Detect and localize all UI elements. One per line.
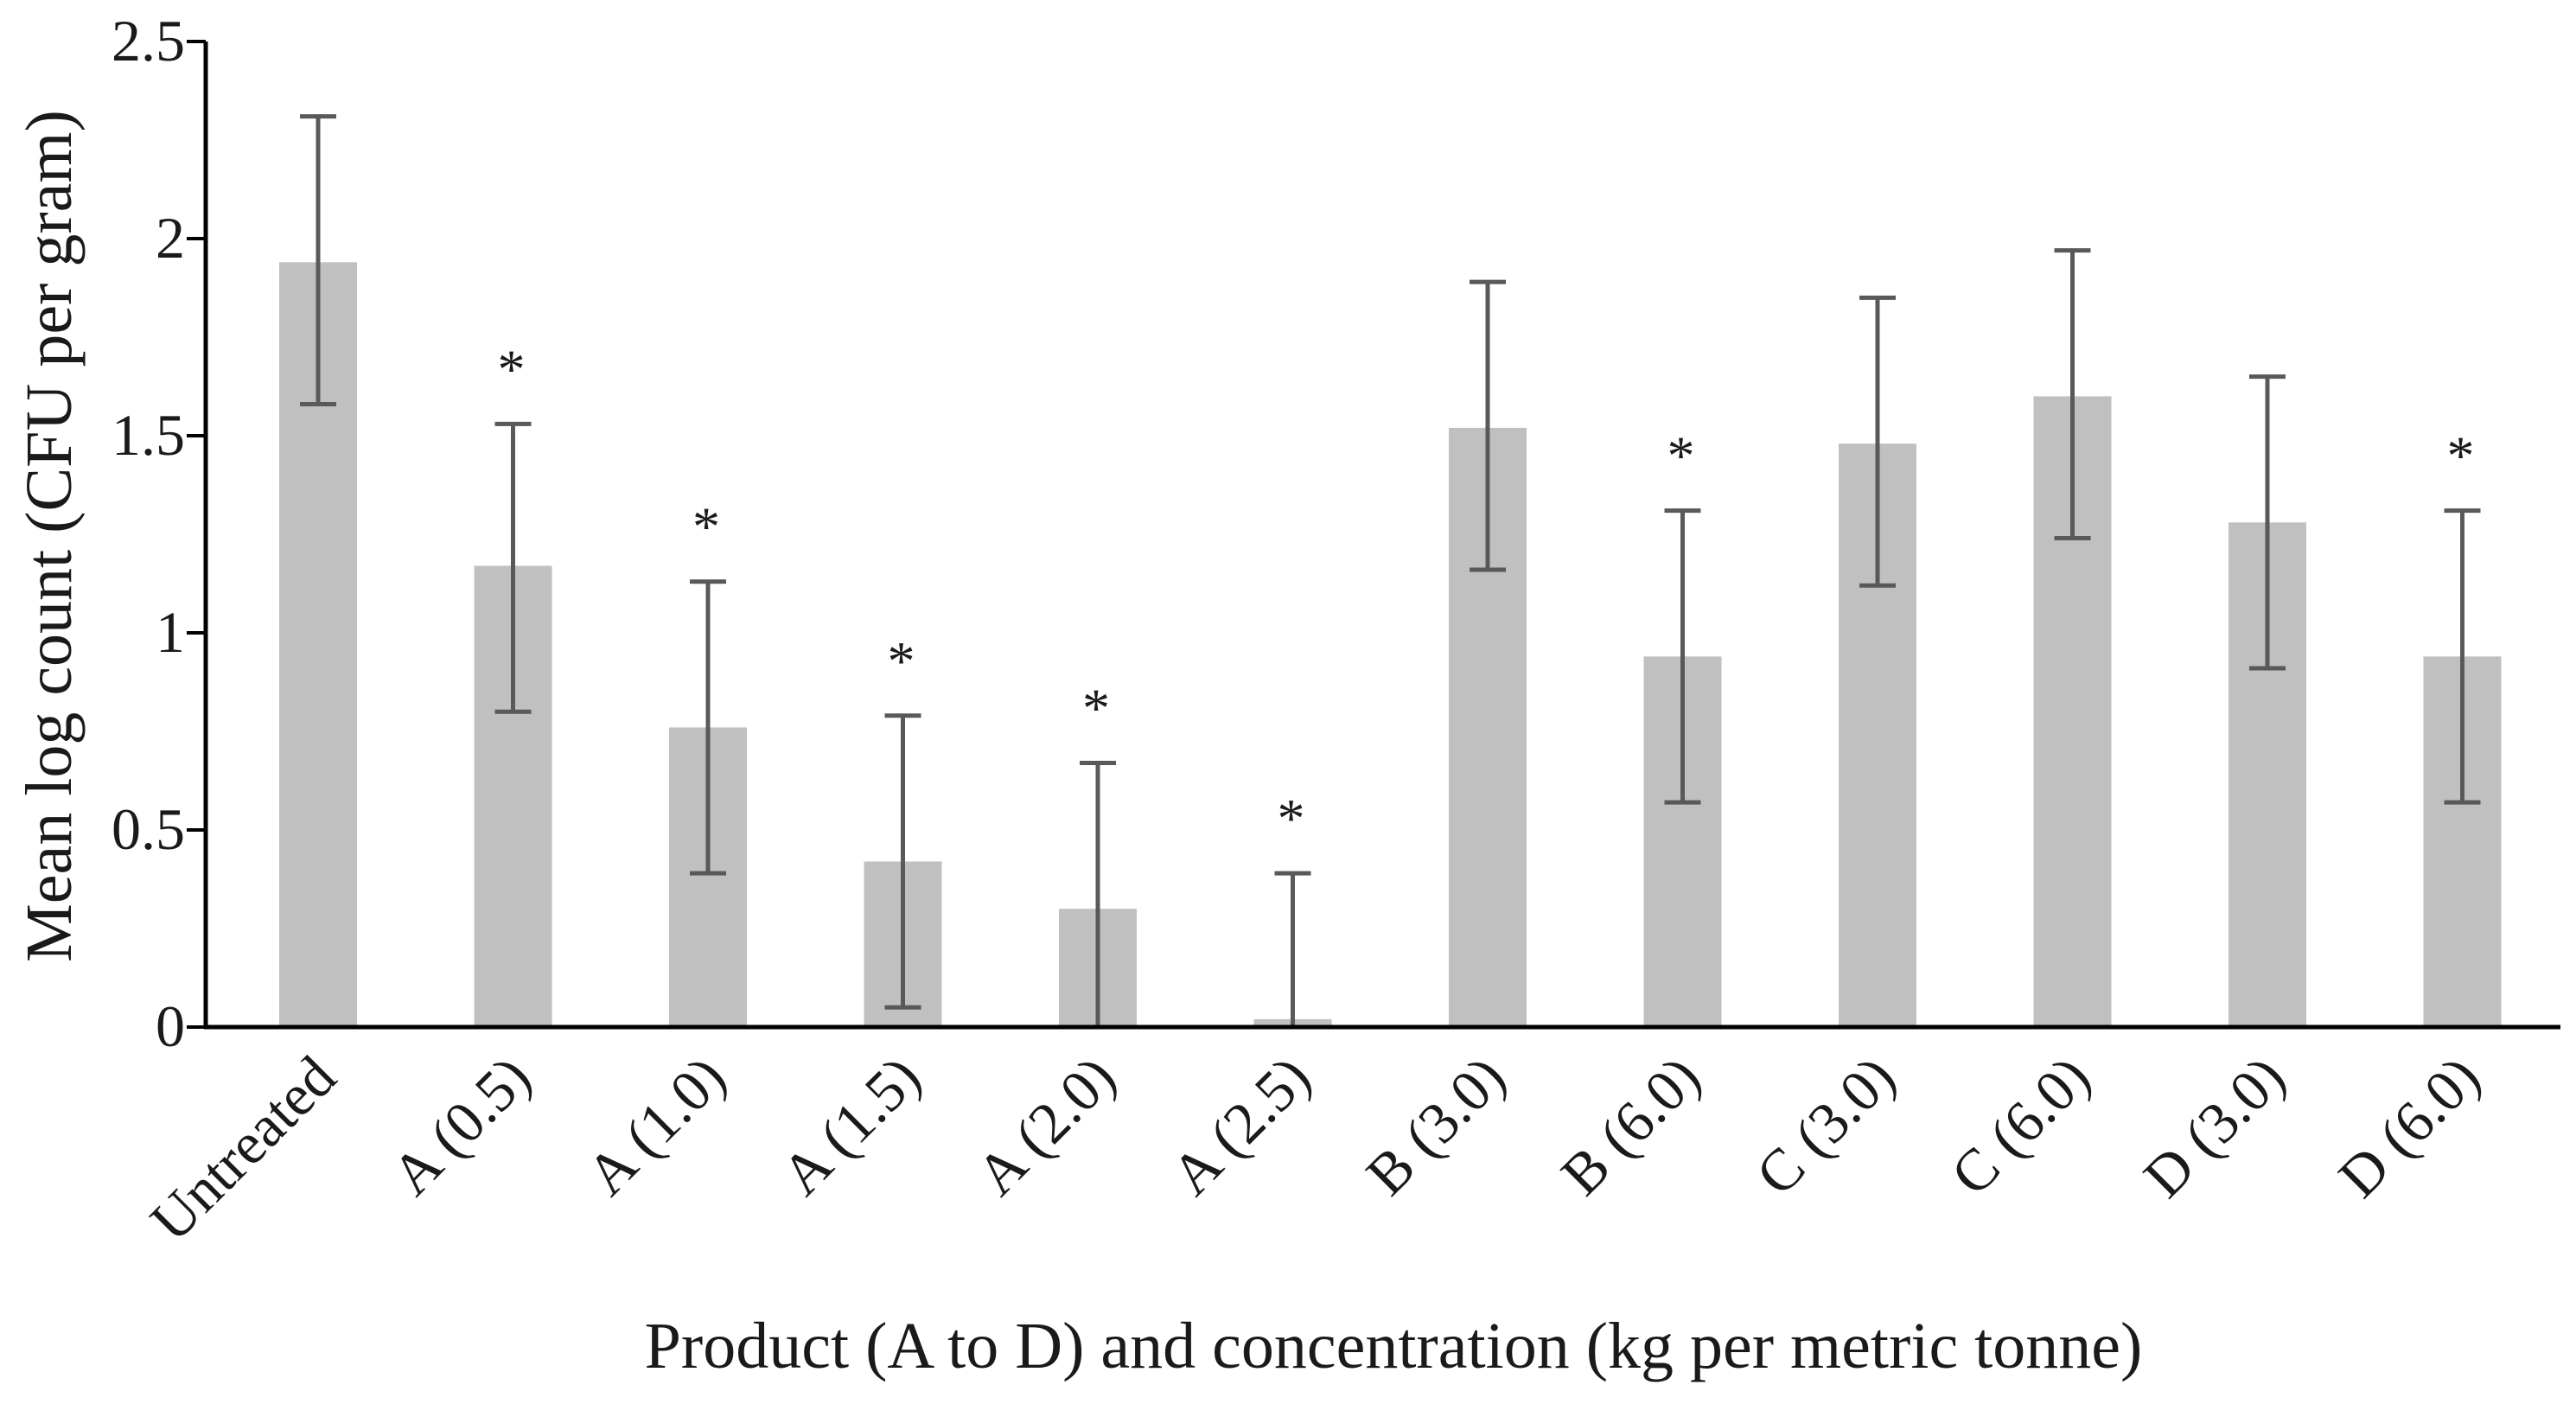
x-axis-title: Product (A to D) and concentration (kg p…	[645, 1310, 2143, 1382]
y-tick-label: 2.5	[112, 8, 185, 73]
x-tick-label: A (0.5)	[379, 1043, 543, 1208]
x-tick-label: B (6.0)	[1548, 1043, 1712, 1208]
significance-asterisk: *	[2447, 425, 2475, 487]
x-tick-label: D (6.0)	[2325, 1043, 2492, 1210]
axes	[187, 40, 2560, 1030]
significance-asterisk: *	[1278, 788, 1305, 849]
y-axis-tick-labels: 0 0.5 1 1.5 2 2.5	[112, 8, 185, 1059]
significance-asterisk: *	[1667, 425, 1695, 487]
y-tick-label: 0	[156, 993, 185, 1059]
x-tick-label: A (2.5)	[1158, 1043, 1323, 1208]
y-tick-label: 2	[156, 205, 185, 271]
bars	[279, 262, 2502, 1027]
y-axis-title: Mean log count (CFU per gram)	[13, 110, 86, 962]
x-axis-tick-labels: Untreated A (0.5) A (1.0) A (1.5) A (2.0) A (…	[137, 1043, 2492, 1254]
significance-asterisk: *	[498, 338, 526, 399]
significance-asterisk: *	[1082, 677, 1110, 738]
x-tick-label: C (6.0)	[1938, 1043, 2102, 1208]
significance-asterisk: *	[888, 630, 915, 692]
x-tick-label: D (3.0)	[2131, 1043, 2298, 1210]
x-tick-label: A (2.0)	[964, 1043, 1128, 1208]
significance-markers: * * * * * * *	[498, 338, 2475, 849]
x-tick-label: Untreated	[137, 1043, 348, 1254]
x-tick-label: C (3.0)	[1744, 1043, 1908, 1208]
y-tick-label: 1	[156, 599, 185, 665]
x-tick-label: B (3.0)	[1354, 1043, 1518, 1208]
significance-asterisk: *	[692, 496, 720, 558]
y-tick-label: 0.5	[112, 796, 185, 862]
x-tick-label: A (1.0)	[574, 1043, 738, 1208]
y-tick-label: 1.5	[112, 402, 185, 468]
error-bars	[300, 114, 2481, 1030]
x-tick-label: A (1.5)	[768, 1043, 933, 1208]
